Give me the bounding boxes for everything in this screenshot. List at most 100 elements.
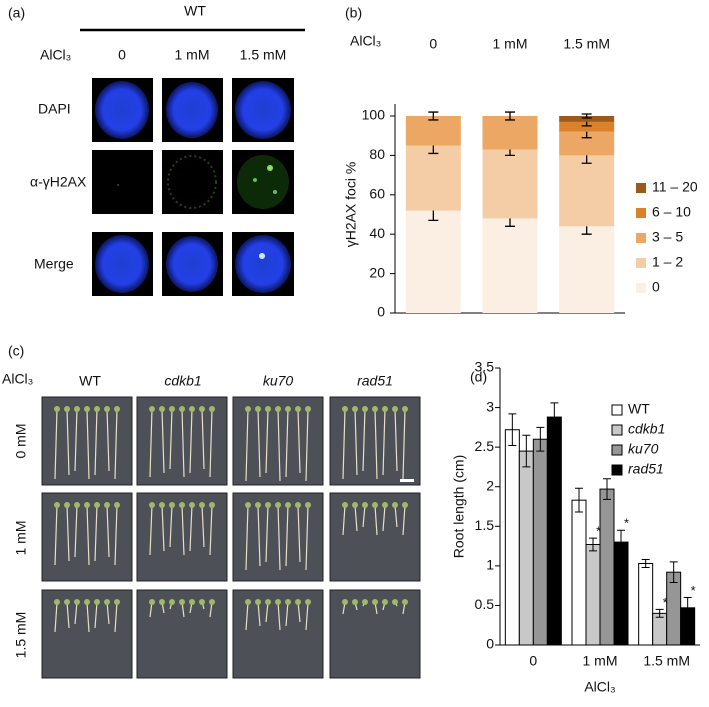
seedling-leaf	[245, 406, 251, 412]
seedling-root	[161, 408, 165, 474]
legend-swatch	[636, 183, 646, 193]
seedling-leaf	[362, 599, 368, 605]
legend-label: rad51	[628, 461, 664, 477]
legend-swatch	[636, 258, 646, 268]
seedling-leaf	[189, 599, 195, 605]
seedling-root	[394, 504, 398, 528]
seedling-root	[189, 504, 193, 552]
seedling-root	[181, 408, 185, 478]
bar-segment	[482, 116, 538, 150]
seedling-root	[402, 408, 406, 480]
seedling-leaf	[199, 406, 205, 412]
seedling-root	[362, 504, 366, 528]
y-axis-label: Root length (cm)	[451, 455, 467, 558]
seedling-leaf	[189, 406, 195, 412]
y-tick-label: 3.5	[475, 359, 495, 375]
seedling-leaf	[179, 406, 185, 412]
seedling-leaf	[54, 599, 60, 605]
x-tick-label: 1 mM	[583, 653, 618, 669]
seedling-leaf	[74, 502, 80, 508]
bar-segment	[559, 116, 615, 122]
x-tick-label: 0	[429, 36, 437, 52]
treatment-label: AlCl₃	[350, 33, 381, 49]
seedling-leaf	[382, 406, 388, 412]
x-tick-label: 0	[529, 653, 537, 669]
seedling-root	[354, 408, 358, 476]
seedling-root	[342, 408, 346, 480]
y-tick-label: 1.5	[475, 517, 495, 533]
seedling-leaf	[392, 406, 398, 412]
seedling-leaf	[189, 502, 195, 508]
seedling-leaf	[94, 599, 100, 605]
y-tick-label: 3	[486, 398, 494, 414]
legend-label: 11 – 20	[652, 179, 698, 195]
seedling-leaf	[114, 406, 120, 412]
column-label: cdkb1	[164, 373, 201, 389]
row-label: DAPI	[38, 101, 71, 117]
panel-label: (a)	[8, 5, 25, 21]
seedling-root	[54, 408, 58, 480]
seedling-leaf	[342, 406, 348, 412]
seedling-root	[114, 601, 118, 633]
seedling-leaf	[265, 599, 271, 605]
seedling-root	[285, 408, 289, 478]
bar-segment	[405, 116, 461, 146]
seedling-leaf	[352, 599, 358, 605]
seedling-leaf	[84, 502, 90, 508]
seedling-leaf	[114, 599, 120, 605]
legend-label: cdkb1	[628, 421, 665, 437]
seedling-leaf	[372, 502, 378, 508]
seedling-root	[161, 504, 165, 552]
bar	[546, 416, 562, 646]
seedling-root	[374, 504, 378, 536]
panel-label: (d)	[470, 369, 487, 385]
seedling-root	[362, 408, 366, 472]
seedling-leaf	[352, 502, 358, 508]
seedling-root	[114, 408, 118, 480]
seedling-leaf	[64, 406, 70, 412]
seedling-leaf	[362, 502, 368, 508]
legend-label: WT	[628, 401, 650, 417]
error-bar	[589, 537, 597, 552]
seedling-leaf	[372, 599, 378, 605]
bar	[613, 541, 629, 646]
seedling-leaf	[275, 502, 281, 508]
bar-segment	[405, 145, 461, 211]
row-label: 0 mM	[13, 424, 29, 459]
error-bar	[617, 529, 625, 555]
seedling-root	[265, 408, 269, 474]
seedling-root	[149, 408, 153, 478]
seedling-root	[277, 601, 281, 631]
error-bar	[428, 111, 439, 121]
significance-mark: *	[691, 583, 696, 598]
seedling-leaf	[265, 406, 271, 412]
seedling-leaf	[285, 599, 291, 605]
x-axis-label: AlCl₃	[584, 679, 615, 695]
seedling-leaf	[199, 599, 205, 605]
seedling-leaf	[149, 502, 155, 508]
significance-mark: *	[596, 524, 601, 539]
legend-swatch	[611, 404, 623, 416]
seedling-leaf	[305, 599, 311, 605]
bar-segment	[405, 210, 461, 313]
row-label: 1 mM	[13, 521, 29, 556]
seedling-root	[245, 601, 249, 631]
seedling-leaf	[285, 406, 291, 412]
scale-bar	[400, 479, 414, 482]
seedling-root	[54, 601, 58, 633]
bar	[504, 429, 520, 646]
seedling-leaf	[64, 502, 70, 508]
y-tick-label: 40	[369, 225, 385, 241]
seedling-root	[106, 408, 110, 472]
error-bar	[655, 608, 664, 618]
seedling-root	[245, 504, 249, 571]
seedling-leaf	[362, 406, 368, 412]
row-label: 1.5 mM	[13, 612, 29, 659]
seedling-leaf	[265, 502, 271, 508]
seedling-root	[394, 408, 398, 472]
error-bar	[603, 478, 611, 500]
seedling-root	[74, 408, 78, 472]
seedling-leaf	[392, 599, 398, 605]
